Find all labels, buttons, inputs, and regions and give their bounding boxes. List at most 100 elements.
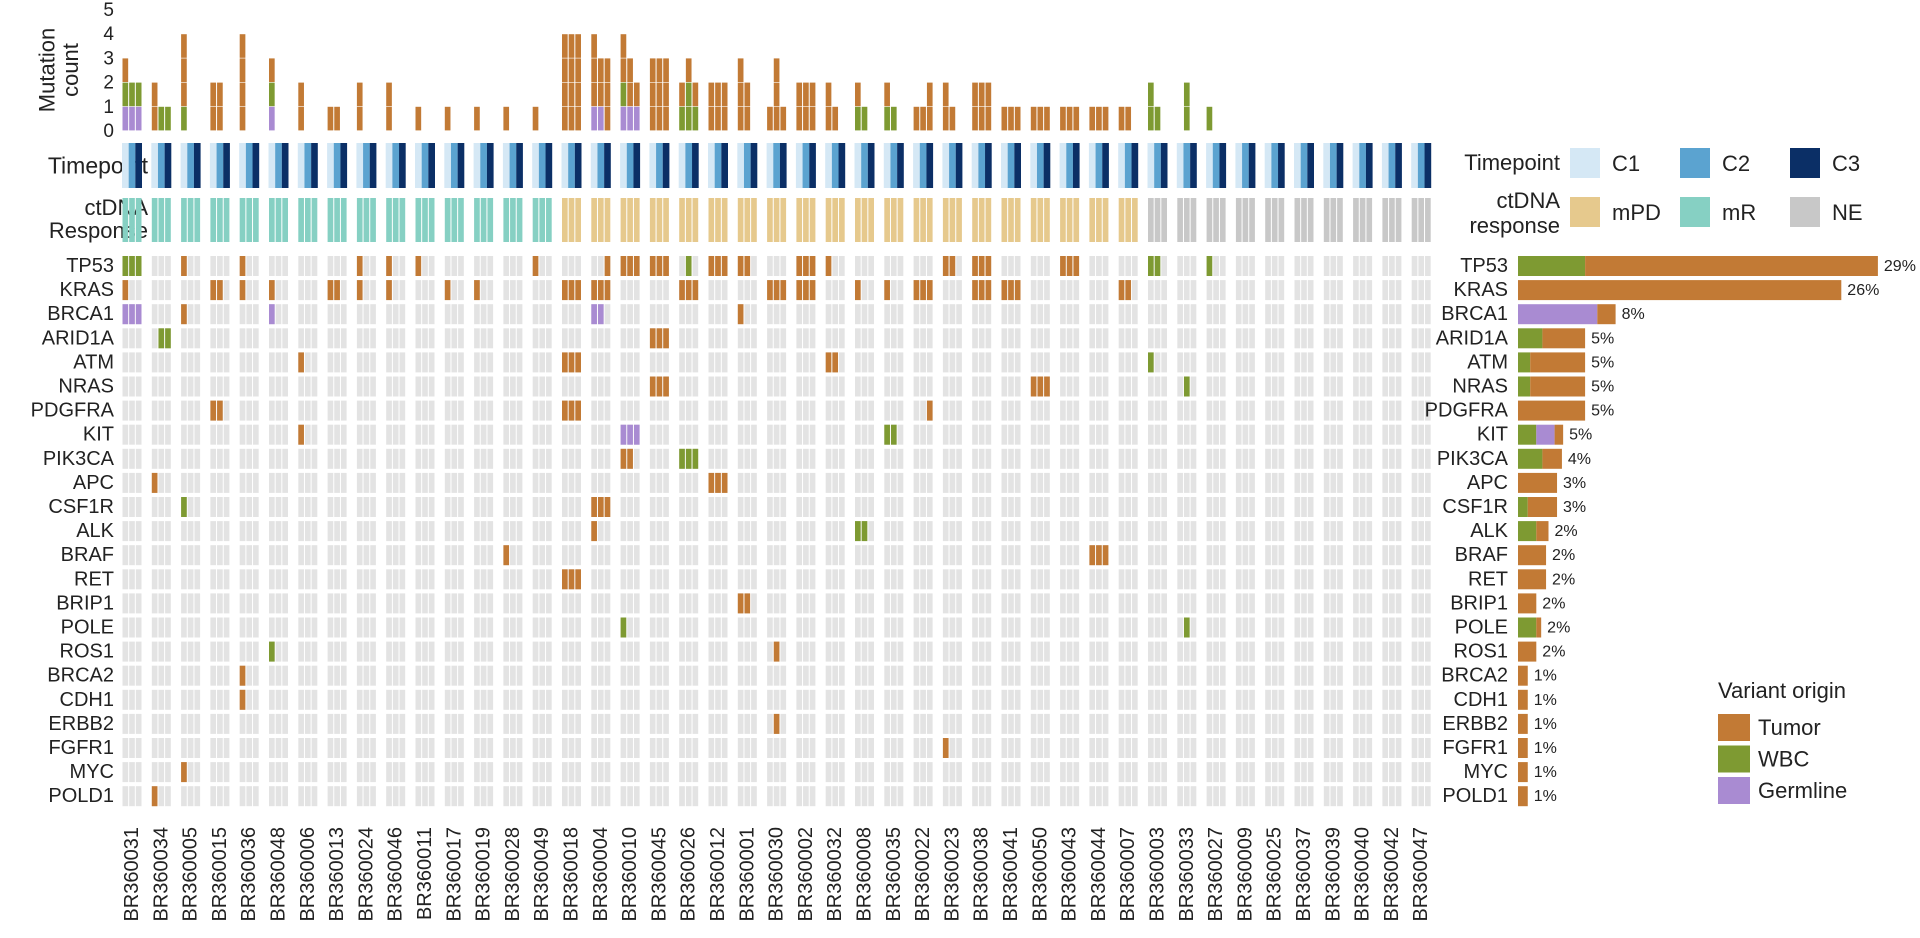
empty-cell (158, 641, 165, 662)
empty-cell (1008, 352, 1014, 373)
freq-bar-tumor-kras (1518, 280, 1842, 301)
empty-cell (861, 497, 868, 517)
empty-cell (327, 328, 334, 349)
response-cell-mpd (809, 198, 816, 242)
empty-cell (1323, 352, 1330, 373)
empty-cell (304, 400, 311, 421)
empty-cell (1089, 256, 1096, 276)
empty-cell (1337, 280, 1343, 301)
empty-cell (458, 665, 464, 686)
response-cell-ne (1190, 198, 1197, 242)
empty-cell (1014, 352, 1021, 373)
empty-cell (855, 762, 861, 783)
empty-cell (780, 617, 787, 638)
empty-cell (187, 641, 194, 662)
empty-cell (1161, 641, 1167, 662)
mutation-cell-alk-br360008 (861, 521, 868, 542)
mutation-count-bar (1066, 106, 1073, 131)
response-cell-mpd (796, 198, 803, 242)
empty-cell (458, 786, 464, 807)
empty-cell (334, 786, 340, 807)
empty-cell (1411, 424, 1418, 445)
empty-cell (1235, 376, 1242, 397)
empty-cell (1323, 593, 1330, 614)
empty-cell (1148, 786, 1154, 807)
timepoint-c3-cell (1219, 143, 1227, 188)
empty-cell (415, 376, 422, 397)
empty-cell (1242, 762, 1249, 783)
mutation-count-bar (151, 106, 158, 131)
empty-cell (210, 448, 217, 469)
empty-cell (715, 665, 721, 686)
empty-cell (356, 569, 363, 590)
empty-cell (539, 617, 546, 638)
empty-cell (399, 352, 406, 373)
empty-cell (803, 689, 809, 710)
empty-cell (1382, 665, 1389, 686)
empty-cell (1118, 738, 1125, 758)
empty-cell (311, 786, 318, 807)
empty-cell (597, 738, 604, 758)
empty-cell (480, 424, 487, 445)
empty-cell (1389, 786, 1395, 807)
response-cell-mr (422, 198, 428, 242)
empty-cell (1330, 304, 1337, 325)
empty-cell (516, 328, 523, 349)
empty-cell (158, 665, 165, 686)
mutation-count-bar (744, 106, 751, 131)
empty-cell (633, 400, 640, 421)
empty-cell (298, 376, 304, 397)
empty-cell (825, 521, 832, 542)
timepoint-c1-cell (1411, 143, 1418, 188)
empty-cell (458, 738, 464, 758)
empty-cell (451, 738, 458, 758)
empty-cell (942, 617, 949, 638)
mutation-cell-atm-br360032 (825, 352, 832, 373)
response-cell-mpd (1008, 198, 1014, 242)
empty-cell (304, 376, 311, 397)
empty-cell (1389, 256, 1395, 276)
mutation-count-bar (949, 106, 956, 131)
empty-cell (1278, 545, 1285, 566)
empty-cell (1037, 641, 1044, 662)
empty-cell (444, 713, 451, 734)
empty-cell (503, 256, 510, 276)
mutation-count-bar (663, 58, 669, 82)
empty-cell (1418, 400, 1425, 421)
empty-cell (1249, 472, 1255, 493)
freq-gene-label-ros1: ROS1 (1454, 641, 1508, 663)
patient-label-br360002: BR360002 (795, 827, 817, 922)
empty-cell (633, 713, 640, 734)
freq-bar-wbc-kit (1518, 424, 1537, 445)
empty-cell (1359, 689, 1366, 710)
empty-cell (269, 400, 275, 421)
empty-cell (1418, 593, 1425, 614)
empty-cell (1060, 689, 1066, 710)
empty-cell (356, 665, 363, 686)
empty-cell (516, 304, 523, 325)
empty-cell (1089, 593, 1096, 614)
empty-cell (1073, 376, 1080, 397)
empty-cell (1418, 545, 1425, 566)
empty-cell (1271, 569, 1278, 590)
empty-cell (1353, 713, 1359, 734)
freq-bar-wbc-pole (1518, 617, 1537, 638)
mutation-count-bar (656, 58, 663, 82)
empty-cell (1301, 376, 1307, 397)
freq-bar-tumor-ros1 (1518, 641, 1537, 662)
empty-cell (194, 424, 201, 445)
mutation-count-bar (1148, 106, 1154, 131)
empty-cell (1411, 521, 1418, 542)
empty-cell (181, 472, 187, 493)
timepoint-c2-cell (1417, 143, 1425, 188)
empty-cell (1219, 689, 1226, 710)
mutation-cell-csf1r-br360004 (597, 497, 604, 517)
freq-bar-tumor-atm (1530, 352, 1586, 373)
empty-cell (539, 713, 546, 734)
empty-cell (796, 665, 803, 686)
empty-cell (1418, 762, 1425, 783)
empty-cell (839, 328, 845, 349)
empty-cell (897, 786, 904, 807)
empty-cell (539, 545, 546, 566)
empty-cell (620, 569, 627, 590)
